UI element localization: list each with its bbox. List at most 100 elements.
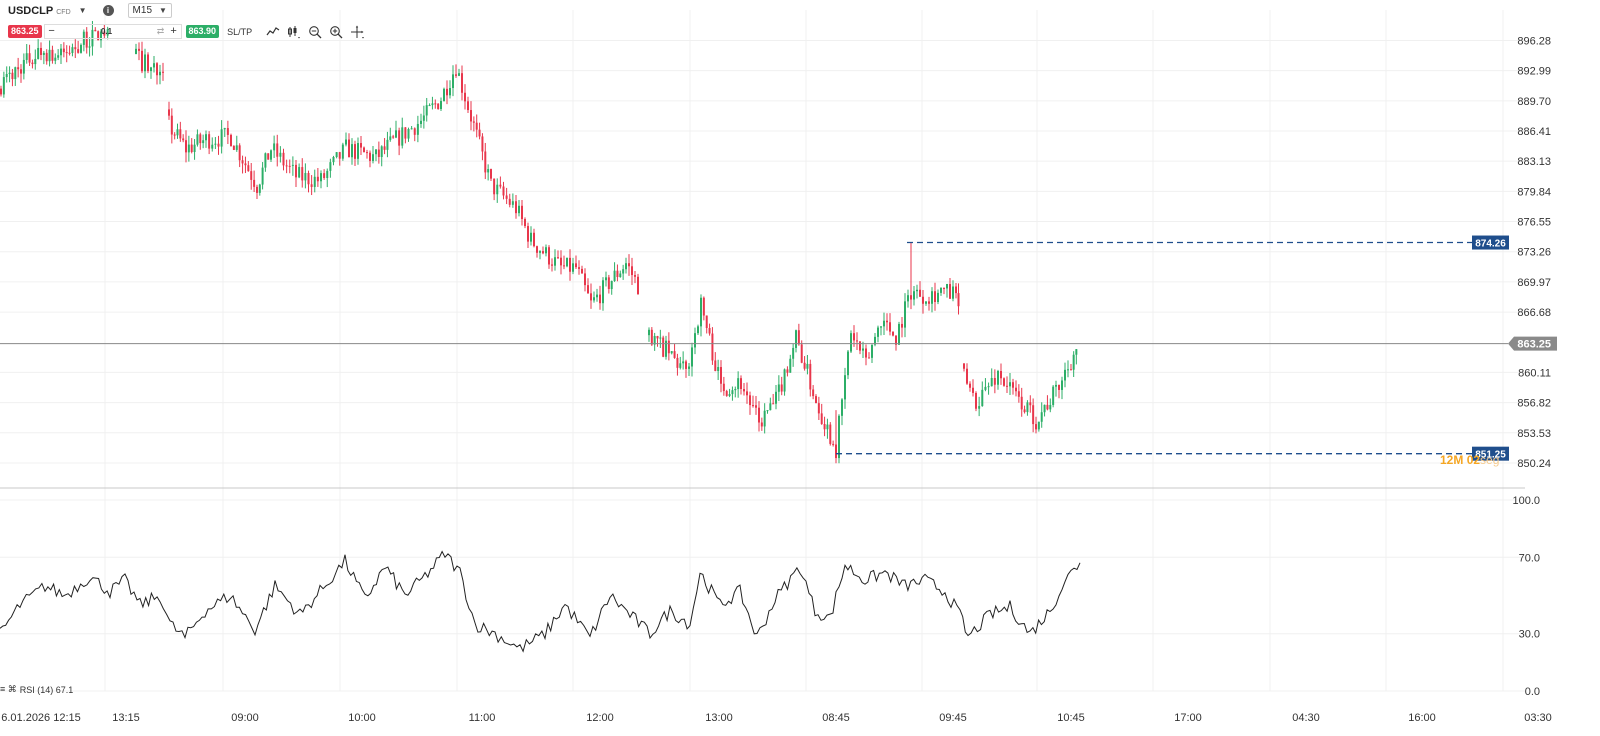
candle-body (949, 284, 951, 299)
rsi-line (0, 550, 1081, 653)
candle-body (176, 129, 179, 136)
line-chart-icon[interactable] (266, 25, 280, 39)
swap-icon[interactable]: ⇄ (156, 26, 165, 36)
decrease-quantity-button[interactable]: − (48, 25, 55, 37)
candle-down (705, 315, 708, 334)
candle-body (273, 143, 276, 151)
candle-up (1064, 362, 1066, 388)
candle-body (969, 383, 971, 388)
candle-down (45, 49, 48, 65)
candle-body (1015, 387, 1017, 392)
candle-up (775, 385, 777, 410)
candle-body (895, 335, 897, 345)
candle-body (952, 286, 954, 299)
time-axis-label: 6.01.2026 12:15 (1, 712, 81, 724)
symbol-dropdown-icon[interactable]: ▼ (78, 6, 87, 15)
info-icon[interactable]: i (102, 5, 114, 16)
candle-body (705, 315, 708, 329)
timeframe-select[interactable]: M15 ▼ (127, 3, 172, 18)
indicators-icon[interactable] (287, 25, 301, 39)
candle-body (446, 88, 448, 96)
candle-down (829, 422, 832, 446)
candle-body (665, 340, 667, 357)
zoom-in-icon[interactable] (329, 25, 343, 39)
candle-body (375, 149, 377, 155)
candle-down (455, 64, 457, 78)
candle-body (1072, 354, 1075, 370)
candle-up (883, 312, 885, 336)
candle-body (22, 59, 25, 74)
candle-body (524, 219, 526, 227)
candle-body (238, 145, 241, 161)
candle-down (288, 159, 291, 174)
candle-up (694, 327, 696, 355)
sell-button[interactable]: 863.25 (8, 25, 42, 38)
candle-body (1003, 378, 1005, 386)
candle-body (341, 144, 344, 159)
candle-down (247, 161, 250, 172)
candle-down (524, 217, 526, 229)
candle-body (282, 152, 285, 166)
candle-body (925, 301, 927, 304)
candle-body (694, 333, 696, 348)
candle-down (886, 313, 888, 331)
candle-down (285, 159, 288, 174)
candle-up (37, 39, 40, 60)
candle-body (877, 327, 879, 337)
candle-body (449, 88, 451, 96)
candle-body (820, 413, 823, 425)
crosshair-icon[interactable] (350, 25, 365, 39)
sltp-button[interactable]: SL/TP (227, 26, 253, 37)
candle-down (560, 250, 562, 275)
candle-body (1009, 382, 1011, 387)
current-price-badge (1508, 336, 1557, 351)
countdown-seconds-unit: seg (1480, 453, 1500, 467)
candle-down (823, 416, 826, 437)
candle-down (65, 45, 68, 63)
candle-down (413, 127, 416, 142)
candle-body (241, 160, 244, 164)
candle-body (871, 344, 873, 358)
candle-down (74, 39, 77, 59)
candle-down (975, 391, 977, 412)
candle-body (880, 326, 882, 328)
quantity-input[interactable] (58, 25, 155, 38)
candle-up (978, 396, 981, 417)
candle-body (901, 323, 903, 328)
zoom-out-icon[interactable] (308, 25, 322, 39)
candle-up (401, 117, 404, 149)
symbol-name[interactable]: USDCLP (8, 4, 54, 17)
candle-up (416, 115, 419, 143)
price-axis-label: 869.97 (1517, 277, 1551, 289)
candle-up (258, 183, 261, 196)
candle-down (1032, 398, 1035, 433)
candle-up (329, 158, 332, 178)
candle-up (341, 142, 344, 161)
rsi-legend[interactable]: ≡ ⌘ RSI (14) 67.1 (0, 684, 73, 695)
rsi-menu-icon[interactable]: ≡ ⌘ (0, 684, 17, 694)
candle-body (42, 52, 45, 55)
price-axis-label: 883.13 (1517, 156, 1551, 168)
candle-up (57, 49, 60, 61)
candle-body (217, 143, 220, 147)
candle-body (472, 121, 475, 123)
candle-up (795, 329, 797, 353)
candle-body (511, 201, 514, 205)
candle-down (17, 57, 20, 78)
candle-down (170, 108, 173, 144)
candle-up (659, 329, 662, 349)
candle-body (307, 173, 310, 185)
candle-body (792, 347, 795, 359)
candle-body (14, 67, 17, 80)
buy-button[interactable]: 863.90 (185, 25, 220, 38)
horizontal-levels[interactable]: 863.25 874.26 851.25 (0, 235, 1557, 461)
upper-level-badge[interactable] (1472, 235, 1509, 250)
lower-level-badge[interactable] (1472, 446, 1509, 461)
increase-quantity-button[interactable]: + (170, 25, 177, 37)
candle-body (685, 361, 687, 369)
candle-down (803, 356, 806, 371)
candle-down (141, 41, 143, 74)
candle-body (700, 297, 702, 327)
